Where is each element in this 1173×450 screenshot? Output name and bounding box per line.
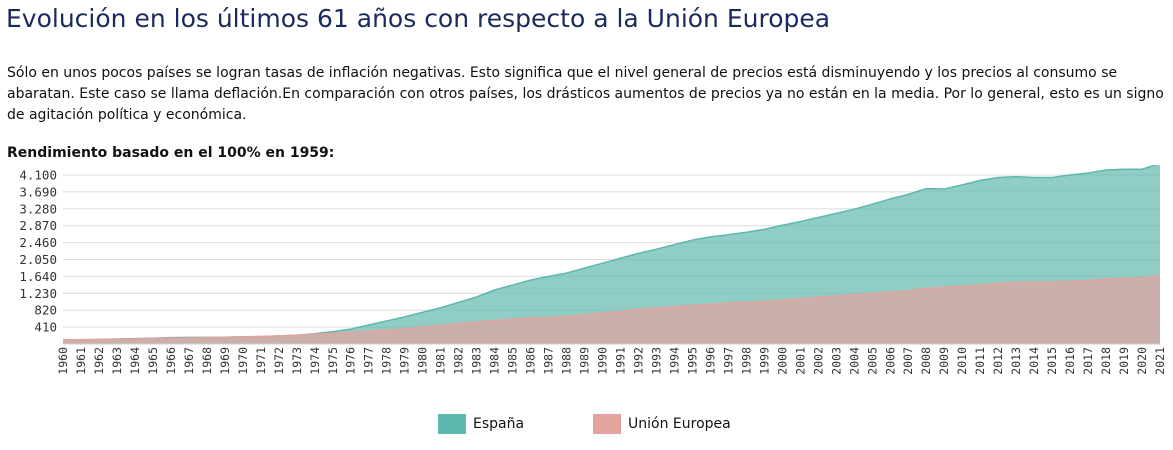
x-tick-label: 1996 — [703, 347, 717, 375]
x-tick-label: 1980 — [416, 347, 430, 375]
x-tick-label: 2005 — [865, 347, 879, 375]
legend-label-espana: España — [473, 416, 525, 432]
x-tick-label: 2010 — [955, 347, 969, 375]
x-tick-label: 1981 — [434, 347, 448, 375]
x-tick-label: 2001 — [793, 347, 807, 375]
x-tick-label: 1987 — [542, 347, 556, 375]
x-tick-label: 1979 — [398, 347, 412, 375]
x-axis: 1960 1961 1962 1963 1964 1965 1966 1967 1968 1969… — [56, 347, 1167, 375]
x-tick-label: 1999 — [757, 347, 771, 375]
x-tick-label: 1967 — [182, 347, 196, 375]
x-tick-label: 1986 — [524, 347, 538, 375]
x-tick-label: 1969 — [218, 347, 232, 375]
legend-swatch-espana — [438, 414, 466, 434]
x-tick-label: 1991 — [613, 347, 627, 375]
x-tick-label: 1983 — [470, 347, 484, 375]
x-tick-label: 1963 — [110, 347, 124, 375]
x-tick-label: 1990 — [596, 347, 610, 375]
y-tick-label: 1.230 — [19, 286, 57, 301]
x-tick-label: 1988 — [560, 347, 574, 375]
legend-swatch-union-europea — [593, 414, 621, 434]
intro-paragraph: Sólo en unos pocos países se logran tasa… — [7, 65, 1164, 123]
y-tick-label: 3.280 — [19, 201, 57, 216]
x-tick-label: 2021 — [1153, 347, 1167, 375]
series-areas — [62, 165, 1161, 345]
x-tick-label: 2015 — [1045, 347, 1059, 375]
x-tick-label: 1974 — [308, 347, 322, 375]
x-tick-label: 1968 — [200, 347, 214, 375]
x-tick-label: 1997 — [721, 347, 735, 375]
x-tick-label: 1985 — [506, 347, 520, 375]
legend-item-union-europea[interactable]: Unión Europea — [593, 412, 731, 436]
x-tick-label: 1960 — [56, 347, 70, 375]
y-tick-label: 2.870 — [19, 218, 57, 233]
x-tick-label: 2014 — [1027, 347, 1041, 375]
x-tick-label: 1994 — [667, 347, 681, 375]
x-tick-label: 1971 — [254, 347, 268, 375]
x-tick-label: 1972 — [272, 347, 286, 375]
x-tick-label: 1989 — [578, 347, 592, 375]
x-tick-label: 1976 — [344, 347, 358, 375]
x-tick-label: 2016 — [1063, 347, 1077, 375]
x-tick-label: 1966 — [164, 347, 178, 375]
x-tick-label: 2009 — [937, 347, 951, 375]
y-tick-label: 2.460 — [19, 235, 57, 250]
line-union-europea — [62, 274, 1161, 341]
x-tick-label: 2017 — [1081, 347, 1095, 375]
x-tick-label: 2004 — [847, 347, 861, 375]
x-tick-label: 1992 — [631, 347, 645, 375]
y-tick-label: 3.690 — [19, 184, 57, 199]
x-tick-label: 1973 — [290, 347, 304, 375]
x-tick-label: 1993 — [649, 347, 663, 375]
x-tick-label: 2006 — [883, 347, 897, 375]
x-tick-label: 1995 — [685, 347, 699, 375]
x-tick-label: 2020 — [1135, 347, 1149, 375]
legend: España Unión Europea — [0, 412, 1173, 436]
page-title: Evolución en los últimos 61 años con res… — [6, 4, 831, 33]
x-tick-label: 2007 — [901, 347, 915, 375]
x-tick-label: 1961 — [74, 347, 88, 375]
x-tick-label: 1984 — [488, 347, 502, 375]
x-tick-label: 2000 — [775, 347, 789, 375]
y-tick-label: 4.100 — [19, 168, 57, 183]
x-tick-label: 2008 — [919, 347, 933, 375]
legend-label-union-europea: Unión Europea — [628, 416, 731, 432]
x-tick-label: 2002 — [811, 347, 825, 375]
x-tick-label: 2018 — [1099, 347, 1113, 375]
x-tick-label: 1978 — [380, 347, 394, 375]
x-tick-label: 1970 — [236, 347, 250, 375]
chart-title: Rendimiento basado en el 100% en 1959: — [7, 145, 335, 161]
x-tick-label: 1964 — [128, 347, 142, 375]
x-tick-label: 2011 — [973, 347, 987, 375]
y-tick-label: 1.640 — [19, 269, 57, 284]
y-tick-label: 820 — [34, 303, 57, 318]
x-tick-label: 2013 — [1009, 347, 1023, 375]
y-tick-label: 410 — [34, 320, 57, 335]
x-tick-label: 1962 — [92, 347, 106, 375]
x-tick-label: 1975 — [326, 347, 340, 375]
y-tick-label: 2.050 — [19, 252, 57, 267]
x-tick-label: 1998 — [739, 347, 753, 375]
x-tick-label: 1965 — [146, 347, 160, 375]
x-tick-label: 1982 — [452, 347, 466, 375]
x-tick-label: 2019 — [1117, 347, 1131, 375]
x-tick-label: 1977 — [362, 347, 376, 375]
x-tick-label: 2003 — [829, 347, 843, 375]
legend-item-espana[interactable]: España — [438, 412, 524, 436]
x-tick-label: 2012 — [991, 347, 1005, 375]
